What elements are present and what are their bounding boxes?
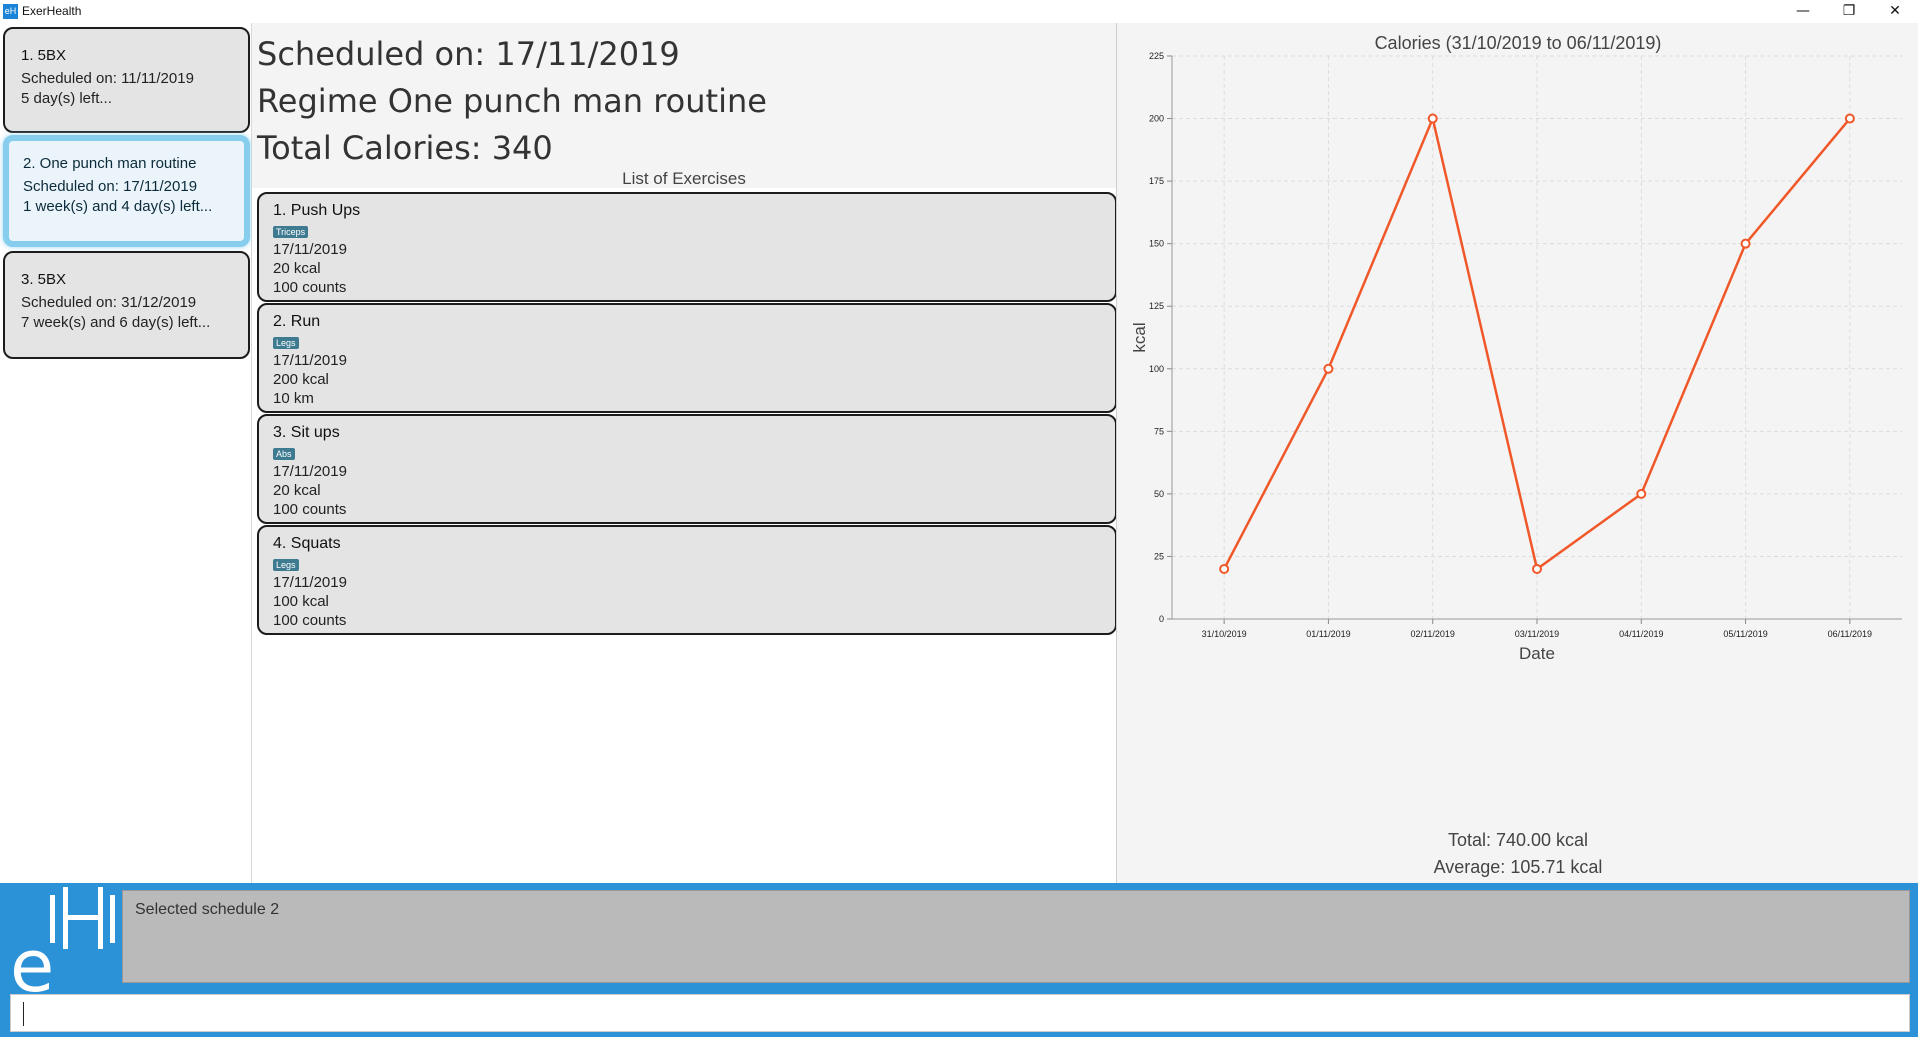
- schedule-remaining: 5 day(s) left...: [21, 90, 112, 107]
- x-tick-label: 02/11/2019: [1411, 629, 1455, 639]
- restore-button[interactable]: ❐: [1842, 3, 1856, 19]
- y-tick-label: 175: [1149, 176, 1164, 186]
- exercise-card[interactable]: 4. Squats Legs 17/11/2019 100 kcal 100 c…: [257, 525, 1117, 635]
- schedule-list: 1. 5BX Scheduled on: 11/11/2019 5 day(s)…: [0, 23, 252, 883]
- schedule-remaining: 1 week(s) and 4 day(s) left...: [23, 198, 213, 215]
- schedule-item-selected[interactable]: 2. One punch man routine Scheduled on: 1…: [3, 135, 250, 247]
- exercise-title: 4. Squats: [273, 535, 341, 552]
- chart-title: Calories (31/10/2019 to 06/11/2019): [1374, 33, 1662, 53]
- x-tick-label: 06/11/2019: [1828, 629, 1872, 639]
- close-button[interactable]: ✕: [1889, 3, 1901, 19]
- data-point: [1219, 563, 1230, 574]
- x-tick-label: 31/10/2019: [1202, 629, 1247, 639]
- x-axis-label: Date: [1519, 644, 1555, 663]
- exercise-title: 2. Run: [273, 313, 321, 330]
- data-point: [1532, 563, 1542, 574]
- exercise-card[interactable]: 3. Sit ups Abs 17/11/2019 20 kcal 100 co…: [257, 414, 1117, 524]
- exercise-quantity: 100 counts: [273, 612, 347, 629]
- command-area: e Selected schedule 2: [0, 883, 1918, 1037]
- y-tick-label: 225: [1149, 51, 1164, 61]
- app-icon: eH: [3, 4, 18, 19]
- exercise-date: 17/11/2019: [273, 352, 347, 369]
- muscle-tag: Triceps: [273, 226, 309, 238]
- y-tick-label: 50: [1154, 489, 1164, 499]
- exercise-calories: 200 kcal: [273, 371, 329, 388]
- exercise-date: 17/11/2019: [273, 574, 347, 591]
- x-tick-label: 05/11/2019: [1723, 629, 1767, 639]
- detail-regime-name: Regime One punch man routine: [257, 82, 767, 120]
- x-tick-label: 01/11/2019: [1306, 629, 1350, 639]
- svg-text:e: e: [10, 924, 54, 993]
- exerhealth-logo: e: [10, 887, 115, 993]
- detail-total-calories: Total Calories: 340: [257, 129, 553, 167]
- exercise-list-heading: List of Exercises: [622, 169, 746, 188]
- exercise-card[interactable]: 1. Push Ups Triceps 17/11/2019 20 kcal 1…: [257, 192, 1117, 302]
- schedule-name: 2. One punch man routine: [23, 155, 197, 172]
- exercise-date: 17/11/2019: [273, 463, 347, 480]
- exercise-quantity: 10 km: [273, 390, 314, 407]
- exercise-calories: 20 kcal: [273, 260, 321, 277]
- title-bar: eH ExerHealth — ❐ ✕: [0, 0, 1918, 23]
- exercise-title: 1. Push Ups: [273, 202, 361, 219]
- schedule-name: 1. 5BX: [21, 47, 67, 64]
- result-display: Selected schedule 2: [122, 890, 1910, 983]
- exercise-date: 17/11/2019: [273, 241, 347, 258]
- exercise-quantity: 100 counts: [273, 279, 347, 296]
- y-tick-label: 100: [1149, 364, 1164, 374]
- x-tick-label: 03/11/2019: [1515, 629, 1559, 639]
- data-point: [1427, 113, 1438, 124]
- data-point: [1844, 113, 1855, 124]
- y-tick-label: 125: [1149, 301, 1164, 311]
- calorie-line-chart: 0 25 50 75 100 125 150 175 200 225 31/10/2019 01/11…: [1130, 51, 1902, 663]
- detail-header: Scheduled on: 17/11/2019 Regime One punc…: [252, 23, 1116, 188]
- schedule-remaining: 7 week(s) and 6 day(s) left...: [21, 314, 211, 331]
- y-tick-label: 150: [1149, 239, 1164, 249]
- total-calories-stat: Total: 740.00 kcal: [1447, 830, 1589, 850]
- schedule-date: Scheduled on: 17/11/2019: [23, 178, 198, 195]
- data-point: [1323, 363, 1334, 374]
- command-input[interactable]: [10, 994, 1910, 1032]
- schedule-name: 3. 5BX: [21, 271, 67, 288]
- schedule-item[interactable]: 3. 5BX Scheduled on: 31/12/2019 7 week(s…: [3, 251, 250, 359]
- schedule-date: Scheduled on: 31/12/2019: [21, 294, 197, 311]
- schedule-detail-panel: Scheduled on: 17/11/2019 Regime One punc…: [252, 23, 1117, 883]
- y-axis-label: kcal: [1130, 322, 1149, 352]
- exercise-card[interactable]: 2. Run Legs 17/11/2019 200 kcal 10 km: [257, 303, 1117, 413]
- data-point: [1740, 238, 1751, 249]
- average-calories-stat: Average: 105.71 kcal: [1433, 857, 1603, 877]
- calorie-chart-panel: Calories (31/10/2019 to 06/11/2019) 0 25 5…: [1116, 23, 1918, 883]
- exercise-quantity: 100 counts: [273, 501, 347, 518]
- window-title: ExerHealth: [22, 4, 82, 18]
- y-tick-label: 25: [1154, 551, 1164, 561]
- muscle-tag: Abs: [273, 448, 295, 460]
- y-tick-label: 0: [1159, 614, 1164, 624]
- text-caret: [23, 1002, 24, 1026]
- exercise-calories: 20 kcal: [273, 482, 321, 499]
- schedule-date: Scheduled on: 11/11/2019: [21, 70, 194, 87]
- muscle-tag: Legs: [273, 337, 299, 349]
- data-point: [1636, 488, 1647, 499]
- y-tick-label: 75: [1154, 426, 1164, 436]
- muscle-tag: Legs: [273, 559, 299, 571]
- minimize-button[interactable]: —: [1796, 3, 1810, 19]
- y-tick-label: 200: [1149, 114, 1164, 124]
- schedule-item[interactable]: 1. 5BX Scheduled on: 11/11/2019 5 day(s)…: [3, 27, 250, 133]
- exercise-title: 3. Sit ups: [273, 424, 340, 441]
- exercise-calories: 100 kcal: [273, 593, 329, 610]
- detail-scheduled-date: Scheduled on: 17/11/2019: [257, 35, 680, 73]
- x-tick-label: 04/11/2019: [1619, 629, 1663, 639]
